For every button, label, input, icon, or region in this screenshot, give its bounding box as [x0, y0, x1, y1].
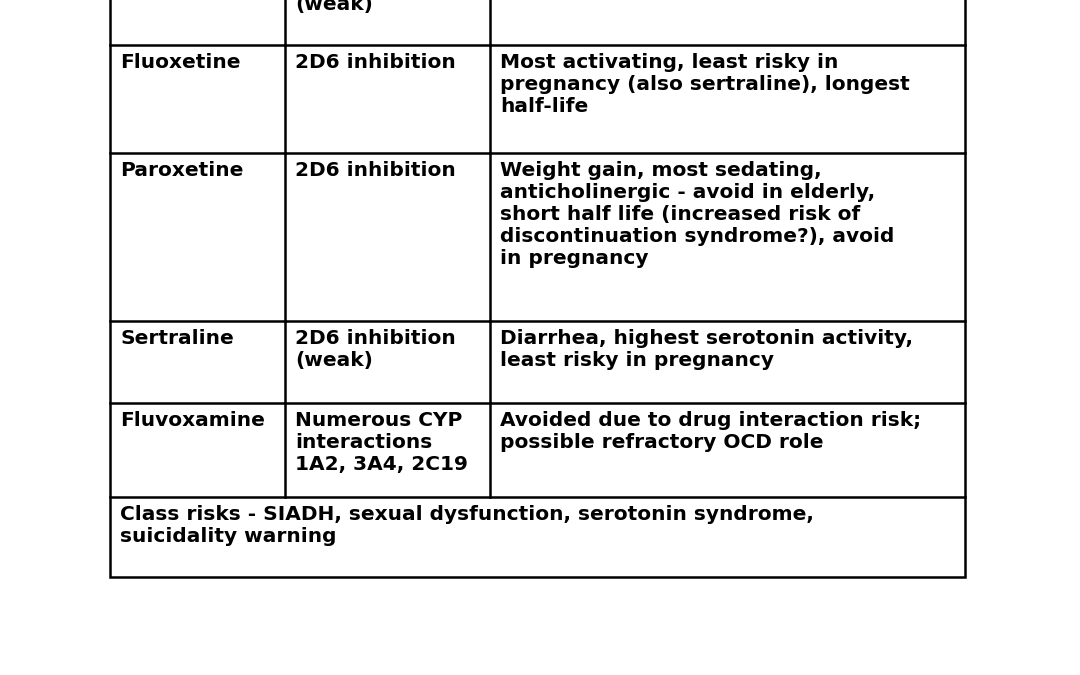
Bar	[110, 0, 966, 577]
Text: Weight gain, most sedating,
anticholinergic - avoid in elderly,
short half life : Weight gain, most sedating, anticholiner…	[500, 161, 894, 268]
Text: Diarrhea, highest serotonin activity,
least risky in pregnancy: Diarrhea, highest serotonin activity, le…	[500, 329, 913, 370]
Text: Numerous CYP
interactions
1A2, 3A4, 2C19: Numerous CYP interactions 1A2, 3A4, 2C19	[295, 411, 468, 474]
Text: Sertraline: Sertraline	[120, 329, 233, 348]
Text: Fluvoxamine: Fluvoxamine	[120, 411, 265, 430]
Text: Most activating, least risky in
pregnancy (also sertraline), longest
half-life: Most activating, least risky in pregnanc…	[500, 53, 909, 116]
Text: Class risks - SIADH, sexual dysfunction, serotonin syndrome,
suicidality warning: Class risks - SIADH, sexual dysfunction,…	[120, 505, 814, 546]
Text: Paroxetine: Paroxetine	[120, 161, 243, 180]
Text: Fluoxetine: Fluoxetine	[120, 53, 241, 72]
Text: 2D6 inhibition: 2D6 inhibition	[295, 161, 456, 180]
Text: 2D6 inhibition
(weak): 2D6 inhibition (weak)	[295, 329, 456, 370]
Text: 2D6 inhibition: 2D6 inhibition	[295, 53, 456, 72]
Text: 2D6 inhibition
(weak): 2D6 inhibition (weak)	[295, 0, 456, 14]
Text: Avoided due to drug interaction risk;
possible refractory OCD role: Avoided due to drug interaction risk; po…	[500, 411, 921, 452]
